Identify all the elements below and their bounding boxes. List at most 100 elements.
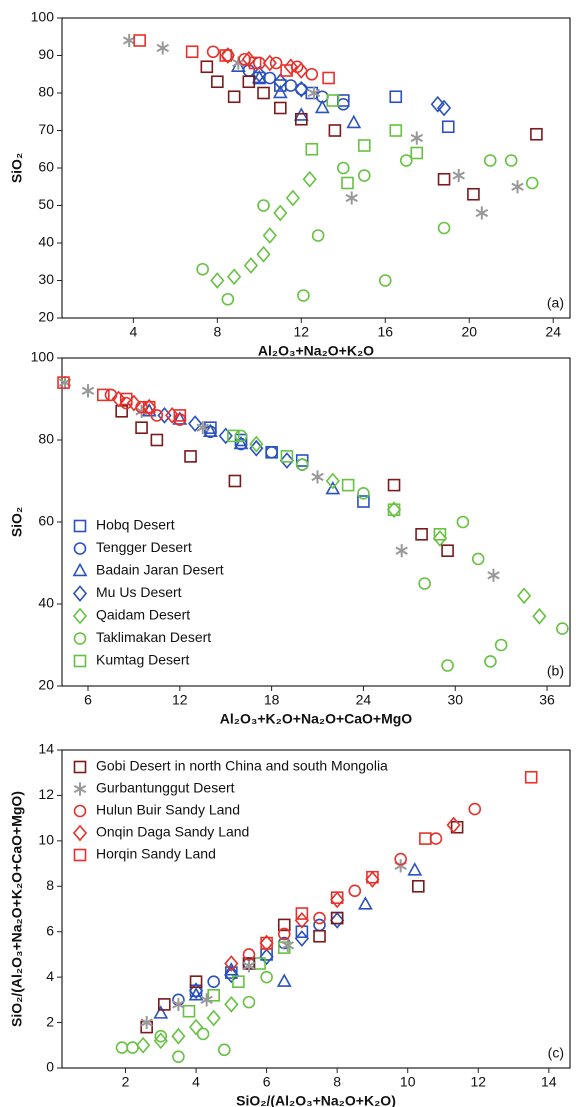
- point: [273, 204, 288, 222]
- plot-frame: [61, 749, 571, 1069]
- point: [446, 816, 461, 834]
- point: [188, 982, 204, 1000]
- point: [233, 435, 249, 450]
- point: [441, 120, 455, 134]
- point: [200, 60, 214, 74]
- point: [311, 470, 324, 484]
- y-tick-label: 30: [38, 271, 54, 287]
- point: [242, 948, 256, 961]
- point: [196, 421, 209, 435]
- y-tick-label: 40: [38, 234, 54, 250]
- point: [238, 52, 251, 66]
- x-tick-label: 8: [213, 324, 221, 340]
- point: [158, 998, 171, 1011]
- point: [410, 131, 423, 145]
- point: [153, 1005, 169, 1019]
- point: [467, 187, 480, 201]
- point: [387, 503, 401, 517]
- point: [330, 891, 345, 909]
- point: [345, 191, 358, 205]
- point: [341, 176, 354, 190]
- y-axis-title: SiO₂/(Al₂O₃+Na₂O+K₂O+CaO+MgO): [9, 791, 25, 1027]
- point: [346, 114, 362, 129]
- point: [294, 80, 309, 98]
- point: [219, 49, 233, 62]
- point: [234, 433, 248, 447]
- point: [295, 907, 309, 920]
- point: [386, 501, 402, 519]
- point: [227, 268, 242, 286]
- point: [295, 82, 308, 96]
- y-tick-label: 50: [38, 196, 54, 212]
- point: [277, 918, 291, 932]
- point: [189, 975, 203, 988]
- asterisk-stroke: [395, 546, 408, 555]
- point: [232, 56, 245, 70]
- legend-swatch: [72, 607, 88, 625]
- legend-label: Badain Jaran Desert: [96, 562, 224, 578]
- asterisk-stroke: [242, 961, 256, 970]
- point: [410, 146, 424, 160]
- point: [532, 607, 547, 625]
- legend-swatch: [73, 804, 87, 818]
- point: [224, 966, 239, 984]
- point: [452, 168, 465, 183]
- y-tick-label: 70: [38, 121, 54, 137]
- point: [419, 832, 432, 845]
- point: [57, 376, 70, 389]
- point: [234, 429, 248, 443]
- point: [133, 34, 146, 47]
- x-tick-label: 24: [356, 692, 372, 708]
- point: [357, 896, 373, 910]
- x-tick-label: 6: [263, 1074, 271, 1090]
- point: [122, 33, 136, 48]
- point: [433, 527, 447, 541]
- legend-swatch: [73, 760, 87, 774]
- y-tick-label: 100: [31, 9, 55, 25]
- asterisk-stroke: [122, 36, 136, 45]
- point: [172, 1050, 185, 1063]
- point: [115, 404, 128, 418]
- y-tick-label: 80: [38, 84, 54, 100]
- legend-swatch: [72, 824, 88, 842]
- point: [357, 495, 370, 508]
- x-tick-label: 12: [470, 1074, 486, 1090]
- point: [341, 478, 355, 492]
- point: [204, 421, 217, 435]
- asterisk-stroke: [311, 472, 324, 482]
- point: [295, 925, 309, 939]
- point: [366, 870, 379, 884]
- legend-swatch: [73, 519, 87, 533]
- point: [330, 911, 345, 929]
- point: [294, 930, 309, 947]
- point: [154, 1029, 168, 1043]
- point: [437, 172, 451, 186]
- point: [136, 1036, 151, 1054]
- y-tick-label: 10: [38, 832, 54, 848]
- point: [260, 936, 273, 950]
- legend-label: Hobq Desert: [96, 517, 175, 533]
- point: [265, 445, 278, 459]
- point: [153, 1032, 168, 1050]
- point: [173, 409, 187, 422]
- point: [314, 99, 330, 114]
- point: [243, 257, 259, 274]
- point: [524, 770, 538, 784]
- point: [295, 454, 309, 467]
- asterisk-stroke: [452, 171, 465, 180]
- point: [249, 435, 264, 453]
- y-tick-label: 14: [38, 741, 54, 757]
- point: [150, 409, 164, 422]
- point: [97, 388, 110, 402]
- point: [357, 169, 371, 182]
- point: [311, 229, 325, 242]
- point: [140, 1015, 153, 1030]
- point: [171, 1027, 186, 1045]
- point: [210, 272, 225, 289]
- legend-label: Hulun Buir Sandy Land: [96, 802, 240, 818]
- point: [395, 544, 408, 558]
- point: [274, 101, 287, 115]
- y-tick-label: 60: [38, 159, 54, 175]
- point: [242, 995, 256, 1009]
- point: [142, 400, 156, 414]
